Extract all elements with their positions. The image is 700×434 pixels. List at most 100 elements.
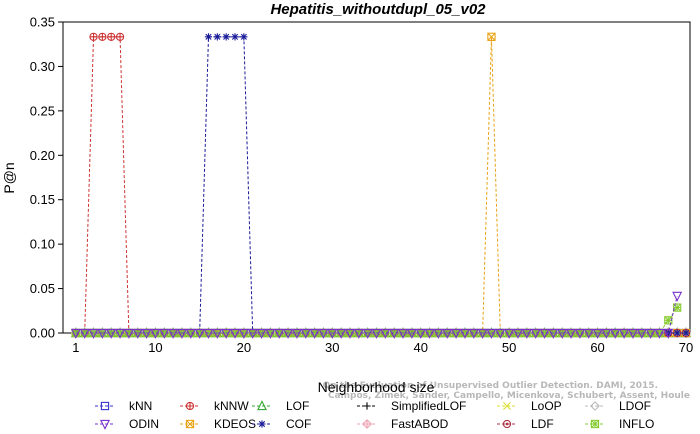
data-point [682,329,690,337]
data-point [566,328,577,339]
data-point [654,328,665,339]
data-point [274,328,285,339]
legend-marker [590,401,600,411]
x-tick-label: 20 [237,340,251,355]
data-point [176,328,187,339]
data-point [512,328,523,339]
legend-label: LDOF [619,399,651,413]
x-tick-label: 50 [502,340,516,355]
data-point [247,328,258,339]
data-point [168,328,179,339]
data-point [673,303,682,312]
series-line [75,36,686,334]
data-point [203,328,214,339]
legend-label: ODIN [129,417,159,431]
data-point [79,328,90,339]
series-kdeos [71,32,691,338]
data-point [433,328,444,339]
data-point [673,329,681,337]
data-point [371,328,382,339]
legend-marker [502,419,512,429]
legend-marker [100,401,110,411]
series-line [75,36,686,334]
x-tick-label: 40 [413,340,427,355]
legend-item-knn: kNN [95,399,152,413]
data-point [663,328,674,339]
data-point [362,328,373,339]
data-point [574,328,585,339]
legend-item-loop: LoOP [497,399,562,413]
data-point [557,328,568,339]
legend-marker [185,419,195,429]
data-point [70,328,81,339]
legend-label: COF [286,417,311,431]
data-point [240,33,248,41]
legend-marker [363,402,371,410]
data-point [487,32,496,41]
series-line [75,295,678,334]
legend-marker [258,420,266,428]
data-point [88,328,99,339]
data-point [115,32,125,41]
legend: kNN kNNW LOF SimplifiedLOF LoOP LDOF ODIN KDEOS… [95,399,654,431]
x-tick-label: 60 [590,340,604,355]
legend-item-simplifiedlof: SimplifiedLOF [357,399,466,413]
legend-marker [185,401,195,411]
legend-item-cof: COF [252,417,311,431]
data-point [300,328,311,339]
legend-label: INFLO [619,417,654,431]
data-point [601,328,612,339]
x-tick-label: 10 [148,340,162,355]
legend-item-ldof: LDOF [585,399,651,413]
legend-label: FastABOD [391,417,449,431]
data-point [291,328,302,339]
data-point [327,328,338,339]
data-point [619,328,630,339]
data-point [194,328,205,339]
series-line [75,36,686,334]
data-point [222,33,230,41]
series-layer [70,32,691,339]
legend-item-ldf: LDF [497,417,554,431]
data-point [415,328,426,339]
y-tick-label: 0.00 [30,326,55,341]
data-point [309,328,320,339]
data-point [627,328,638,339]
watermark-reference: On the Evaluation of Unsupervised Outlie… [323,381,658,391]
legend-marker [100,419,110,430]
series-inflo [71,303,682,338]
legend-label: KDEOS [214,417,256,431]
data-point [123,328,134,339]
legend-item-kdeos: KDEOS [180,417,256,431]
legend-item-odin: ODIN [95,417,159,431]
y-tick-label: 0.10 [30,237,55,252]
series-odin [70,291,683,339]
data-point [477,328,488,339]
data-point [468,328,479,339]
data-point [424,328,435,339]
x-tick-label: 70 [679,340,693,355]
data-point [664,316,673,325]
x-axis: 1 10 20 30 40 50 60 70 [72,333,693,355]
data-point [256,328,267,339]
y-tick-label: 0.35 [30,15,55,30]
data-point [583,328,594,339]
data-point [459,328,470,339]
legend-marker [257,400,267,411]
data-point [592,328,603,339]
legend-label: LoOP [531,399,562,413]
data-point [221,328,232,339]
watermark: Campos, Zimek, Sander, Campello, Micenko… [323,381,690,401]
series-knnw [71,32,691,338]
legend-marker [590,419,600,429]
legend-item-knnw: kNNW [180,399,249,413]
data-point [336,328,347,339]
data-point [132,328,143,339]
data-point [495,328,506,339]
data-point [486,328,497,339]
legend-item-lof: LOF [252,399,309,413]
data-point [283,328,294,339]
data-point [107,32,116,41]
data-point [442,328,453,339]
